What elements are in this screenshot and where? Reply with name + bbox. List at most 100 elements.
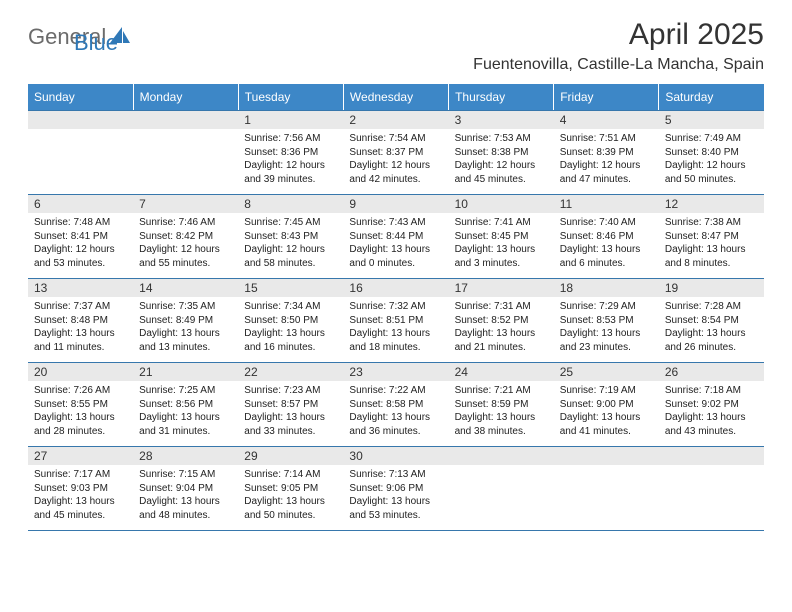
sunrise-text: Sunrise: 7:41 AM bbox=[455, 216, 548, 230]
daylight-text: Daylight: 12 hours and 42 minutes. bbox=[349, 159, 442, 186]
sunset-text: Sunset: 9:03 PM bbox=[34, 482, 127, 496]
calendar-week-row: 13Sunrise: 7:37 AMSunset: 8:48 PMDayligh… bbox=[28, 278, 764, 362]
daylight-text: Daylight: 12 hours and 53 minutes. bbox=[34, 243, 127, 270]
sunrise-text: Sunrise: 7:38 AM bbox=[665, 216, 758, 230]
day-details: Sunrise: 7:21 AMSunset: 8:59 PMDaylight:… bbox=[449, 381, 554, 444]
daylight-text: Daylight: 13 hours and 41 minutes. bbox=[560, 411, 653, 438]
day-details: Sunrise: 7:35 AMSunset: 8:49 PMDaylight:… bbox=[133, 297, 238, 360]
calendar-day-cell: 13Sunrise: 7:37 AMSunset: 8:48 PMDayligh… bbox=[28, 278, 133, 362]
day-details: Sunrise: 7:43 AMSunset: 8:44 PMDaylight:… bbox=[343, 213, 448, 276]
sunset-text: Sunset: 9:05 PM bbox=[244, 482, 337, 496]
calendar-day-cell: 21Sunrise: 7:25 AMSunset: 8:56 PMDayligh… bbox=[133, 362, 238, 446]
calendar-day-cell: 22Sunrise: 7:23 AMSunset: 8:57 PMDayligh… bbox=[238, 362, 343, 446]
sunrise-text: Sunrise: 7:31 AM bbox=[455, 300, 548, 314]
sunset-text: Sunset: 8:56 PM bbox=[139, 398, 232, 412]
sunset-text: Sunset: 8:57 PM bbox=[244, 398, 337, 412]
day-number: 7 bbox=[133, 195, 238, 213]
day-number: 13 bbox=[28, 279, 133, 297]
weekday-header: Wednesday bbox=[343, 84, 448, 110]
calendar-day-cell bbox=[28, 110, 133, 194]
day-details: Sunrise: 7:28 AMSunset: 8:54 PMDaylight:… bbox=[659, 297, 764, 360]
day-number: 2 bbox=[343, 111, 448, 129]
sunrise-text: Sunrise: 7:35 AM bbox=[139, 300, 232, 314]
day-number: 19 bbox=[659, 279, 764, 297]
day-number: 8 bbox=[238, 195, 343, 213]
day-details bbox=[659, 465, 764, 521]
daylight-text: Daylight: 13 hours and 18 minutes. bbox=[349, 327, 442, 354]
day-details: Sunrise: 7:37 AMSunset: 8:48 PMDaylight:… bbox=[28, 297, 133, 360]
day-number bbox=[449, 447, 554, 465]
daylight-text: Daylight: 13 hours and 50 minutes. bbox=[244, 495, 337, 522]
sunrise-text: Sunrise: 7:23 AM bbox=[244, 384, 337, 398]
weekday-header: Sunday bbox=[28, 84, 133, 110]
day-details: Sunrise: 7:23 AMSunset: 8:57 PMDaylight:… bbox=[238, 381, 343, 444]
day-details: Sunrise: 7:34 AMSunset: 8:50 PMDaylight:… bbox=[238, 297, 343, 360]
daylight-text: Daylight: 13 hours and 23 minutes. bbox=[560, 327, 653, 354]
daylight-text: Daylight: 12 hours and 50 minutes. bbox=[665, 159, 758, 186]
sunrise-text: Sunrise: 7:51 AM bbox=[560, 132, 653, 146]
calendar-day-cell: 3Sunrise: 7:53 AMSunset: 8:38 PMDaylight… bbox=[449, 110, 554, 194]
daylight-text: Daylight: 12 hours and 45 minutes. bbox=[455, 159, 548, 186]
day-number: 30 bbox=[343, 447, 448, 465]
sunrise-text: Sunrise: 7:49 AM bbox=[665, 132, 758, 146]
sunset-text: Sunset: 8:43 PM bbox=[244, 230, 337, 244]
day-number: 22 bbox=[238, 363, 343, 381]
day-number: 14 bbox=[133, 279, 238, 297]
sunrise-text: Sunrise: 7:29 AM bbox=[560, 300, 653, 314]
calendar-day-cell: 20Sunrise: 7:26 AMSunset: 8:55 PMDayligh… bbox=[28, 362, 133, 446]
daylight-text: Daylight: 13 hours and 45 minutes. bbox=[34, 495, 127, 522]
day-details: Sunrise: 7:48 AMSunset: 8:41 PMDaylight:… bbox=[28, 213, 133, 276]
calendar-day-cell bbox=[554, 446, 659, 530]
sunrise-text: Sunrise: 7:15 AM bbox=[139, 468, 232, 482]
sunrise-text: Sunrise: 7:45 AM bbox=[244, 216, 337, 230]
sunset-text: Sunset: 8:38 PM bbox=[455, 146, 548, 160]
daylight-text: Daylight: 13 hours and 38 minutes. bbox=[455, 411, 548, 438]
sunset-text: Sunset: 8:52 PM bbox=[455, 314, 548, 328]
day-details: Sunrise: 7:14 AMSunset: 9:05 PMDaylight:… bbox=[238, 465, 343, 528]
day-number bbox=[133, 111, 238, 129]
calendar-day-cell: 8Sunrise: 7:45 AMSunset: 8:43 PMDaylight… bbox=[238, 194, 343, 278]
daylight-text: Daylight: 13 hours and 11 minutes. bbox=[34, 327, 127, 354]
calendar-body: 1Sunrise: 7:56 AMSunset: 8:36 PMDaylight… bbox=[28, 110, 764, 530]
sunrise-text: Sunrise: 7:46 AM bbox=[139, 216, 232, 230]
day-details: Sunrise: 7:54 AMSunset: 8:37 PMDaylight:… bbox=[343, 129, 448, 192]
calendar-week-row: 20Sunrise: 7:26 AMSunset: 8:55 PMDayligh… bbox=[28, 362, 764, 446]
sunset-text: Sunset: 9:06 PM bbox=[349, 482, 442, 496]
daylight-text: Daylight: 13 hours and 6 minutes. bbox=[560, 243, 653, 270]
weekday-header: Tuesday bbox=[238, 84, 343, 110]
day-details: Sunrise: 7:18 AMSunset: 9:02 PMDaylight:… bbox=[659, 381, 764, 444]
calendar-day-cell: 5Sunrise: 7:49 AMSunset: 8:40 PMDaylight… bbox=[659, 110, 764, 194]
weekday-header: Monday bbox=[133, 84, 238, 110]
day-number: 12 bbox=[659, 195, 764, 213]
day-details: Sunrise: 7:31 AMSunset: 8:52 PMDaylight:… bbox=[449, 297, 554, 360]
location: Fuentenovilla, Castille-La Mancha, Spain bbox=[473, 56, 764, 74]
calendar-table: SundayMondayTuesdayWednesdayThursdayFrid… bbox=[28, 84, 764, 530]
calendar-day-cell bbox=[449, 446, 554, 530]
calendar-day-cell: 28Sunrise: 7:15 AMSunset: 9:04 PMDayligh… bbox=[133, 446, 238, 530]
header: General April 2025 Fuentenovilla, Castil… bbox=[28, 18, 764, 74]
sunset-text: Sunset: 8:44 PM bbox=[349, 230, 442, 244]
daylight-text: Daylight: 12 hours and 39 minutes. bbox=[244, 159, 337, 186]
day-details: Sunrise: 7:22 AMSunset: 8:58 PMDaylight:… bbox=[343, 381, 448, 444]
day-details: Sunrise: 7:53 AMSunset: 8:38 PMDaylight:… bbox=[449, 129, 554, 192]
day-details: Sunrise: 7:46 AMSunset: 8:42 PMDaylight:… bbox=[133, 213, 238, 276]
day-details bbox=[133, 129, 238, 185]
sunset-text: Sunset: 8:54 PM bbox=[665, 314, 758, 328]
sunrise-text: Sunrise: 7:32 AM bbox=[349, 300, 442, 314]
daylight-text: Daylight: 12 hours and 55 minutes. bbox=[139, 243, 232, 270]
day-details: Sunrise: 7:29 AMSunset: 8:53 PMDaylight:… bbox=[554, 297, 659, 360]
calendar-day-cell: 10Sunrise: 7:41 AMSunset: 8:45 PMDayligh… bbox=[449, 194, 554, 278]
sunset-text: Sunset: 8:49 PM bbox=[139, 314, 232, 328]
sunrise-text: Sunrise: 7:18 AM bbox=[665, 384, 758, 398]
sunset-text: Sunset: 8:47 PM bbox=[665, 230, 758, 244]
day-number: 3 bbox=[449, 111, 554, 129]
day-number: 24 bbox=[449, 363, 554, 381]
day-number bbox=[554, 447, 659, 465]
sunrise-text: Sunrise: 7:17 AM bbox=[34, 468, 127, 482]
day-number: 26 bbox=[659, 363, 764, 381]
day-number: 18 bbox=[554, 279, 659, 297]
month-title: April 2025 bbox=[473, 18, 764, 52]
daylight-text: Daylight: 13 hours and 13 minutes. bbox=[139, 327, 232, 354]
calendar-day-cell: 17Sunrise: 7:31 AMSunset: 8:52 PMDayligh… bbox=[449, 278, 554, 362]
day-number: 10 bbox=[449, 195, 554, 213]
